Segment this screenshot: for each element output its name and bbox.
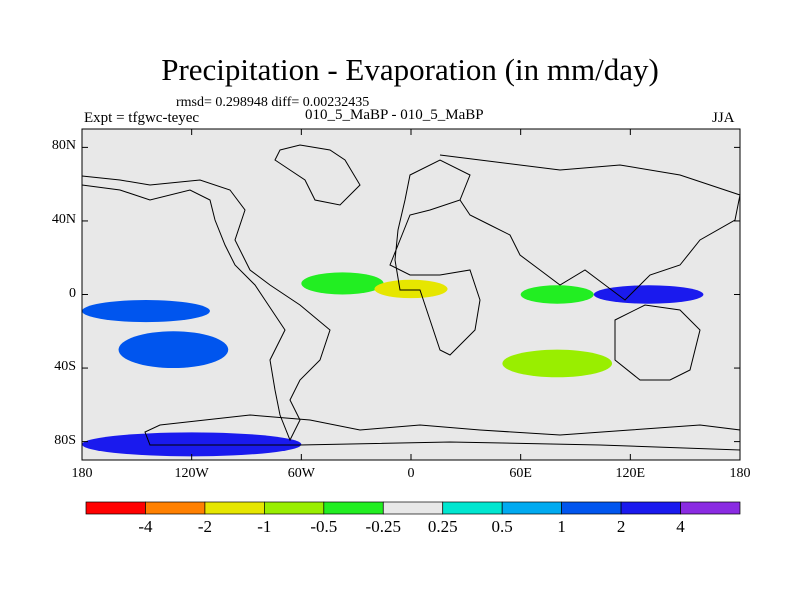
y-tick-label: 0 (69, 285, 76, 301)
coastline-greenland (274, 144, 361, 206)
stats-label: rmsd= 0.298948 diff= 0.00232435 (176, 95, 370, 110)
colorbar-tick-label: -0.25 (365, 517, 401, 536)
contour-regions (82, 272, 704, 457)
colorbar-tick-label: 1 (557, 517, 566, 536)
y-tick-label: 40N (51, 211, 76, 227)
colorbar-swatch (323, 501, 384, 515)
coastline-americas (81, 175, 331, 442)
x-tick-label: 120E (615, 466, 646, 481)
coastline-asia (439, 154, 741, 301)
region-west-africa-wet (374, 279, 448, 299)
coastline-australia (614, 304, 701, 381)
region-south-pacific-dry (118, 331, 229, 369)
colorbar-tick-label: 2 (616, 517, 626, 536)
region-tropical-atlantic-wet (301, 272, 384, 295)
region-east-pacific-dry (82, 300, 210, 323)
y-tick-label: 40S (54, 359, 76, 375)
colorbar-tick-label: 4 (676, 517, 685, 536)
region-indian-ocean-wet (520, 285, 594, 304)
coastline-africa-europe (389, 159, 481, 356)
x-tick-label: 60E (509, 466, 532, 481)
colorbar-swatch (501, 501, 562, 515)
x-tick-label: 60W (287, 466, 315, 481)
region-west-pacific-dry (593, 285, 704, 304)
x-tick-label: 180 (71, 466, 93, 481)
colorbar-swatch (382, 501, 444, 515)
colorbar-tick-label: 0.25 (427, 517, 458, 536)
colorbar-swatch (264, 501, 325, 515)
region-south-indian-wet (502, 349, 613, 378)
colorbar-swatch (561, 501, 622, 515)
coastline-antarctica (144, 414, 741, 451)
colorbar (85, 501, 741, 515)
x-tick-label: 120W (174, 466, 209, 481)
colorbar-swatch (204, 501, 265, 515)
colorbar-tick-label: -1 (257, 517, 272, 536)
colorbar-tick-label: 0.5 (491, 517, 513, 536)
colorbar-swatch (85, 501, 146, 515)
colorbar-tick-label: -0.5 (310, 517, 338, 536)
coastlines (81, 144, 741, 451)
colorbar-tick-label: -2 (197, 517, 212, 536)
colorbar-swatch (442, 501, 503, 515)
experiment-label: Expt = tfgwc-teyec (84, 110, 200, 126)
y-tick-label: 80S (54, 432, 76, 448)
x-tick-label: 0 (407, 466, 415, 481)
colorbar-tick-label: -4 (138, 517, 153, 536)
comparison-label: 010_5_MaBP - 010_5_MaBP (305, 107, 484, 123)
colorbar-swatch (680, 501, 741, 515)
colorbar-swatch (145, 501, 206, 515)
chart-title: Precipitation - Evaporation (in mm/day) (161, 52, 659, 87)
season-label: JJA (712, 110, 735, 126)
region-southern-ocean-dry (82, 432, 302, 457)
colorbar-swatch (620, 501, 681, 515)
y-tick-label: 80N (51, 138, 76, 154)
x-tick-label: 180 (729, 466, 751, 481)
axis-ticks (81, 129, 741, 460)
